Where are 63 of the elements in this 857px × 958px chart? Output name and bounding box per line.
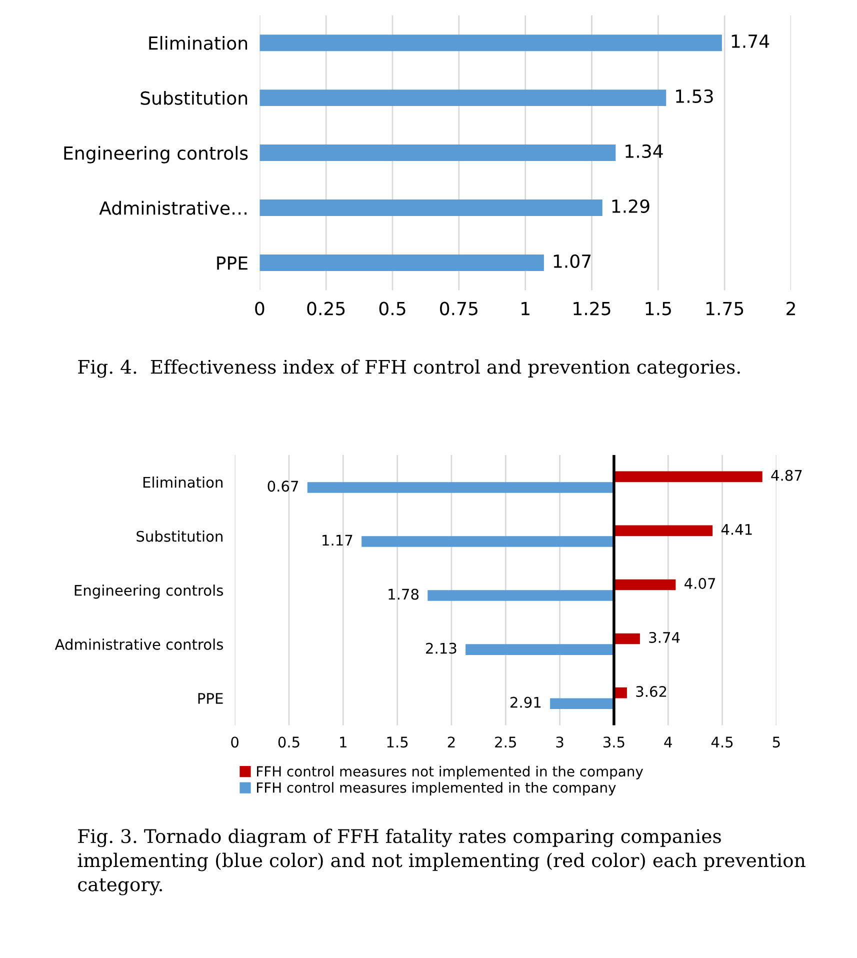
- y-tick-label: PPE: [217, 256, 248, 270]
- x-tick-label: 4: [664, 736, 672, 748]
- x-tick-label: 0.5: [278, 736, 300, 748]
- y-tick-label: Elimination: [149, 36, 248, 50]
- data-label: 0.67: [268, 480, 298, 492]
- data-label: 1.34: [626, 144, 663, 158]
- data-label: 4.41: [721, 524, 752, 535]
- y-tick-label: Administrative controls: [54, 638, 223, 650]
- x-tick-label: 1.25: [574, 302, 610, 316]
- legend-label: FFH control measures not implemented in the company: [257, 766, 644, 780]
- x-tick-label: 2.5: [495, 736, 516, 748]
- data-label: 1.74: [732, 34, 770, 48]
- x-tick-label: 1.5: [387, 736, 408, 748]
- legend-label: FFH control measures implemented in the company: [257, 782, 616, 796]
- data-label: 1.53: [676, 89, 713, 104]
- y-tick-label: PPE: [198, 693, 223, 704]
- data-label: 1.07: [554, 254, 591, 268]
- data-label: 4.87: [771, 470, 802, 481]
- text: Fig. 4. Effectiveness index of FFH control and prevention categories.: [78, 359, 740, 378]
- data-label: 4.07: [684, 578, 716, 589]
- bar: [614, 525, 713, 536]
- x-tick-label: 3.5: [603, 736, 624, 748]
- y-tick-label: Engineering controls: [64, 146, 248, 164]
- x-tick-label: 1: [522, 302, 530, 316]
- bar: [260, 200, 602, 216]
- x-tick-label: 0.25: [307, 302, 345, 316]
- x-tick-label: 1.75: [706, 302, 744, 316]
- bar: [260, 90, 666, 106]
- data-label: 3.62: [636, 686, 666, 698]
- x-tick-label: 0: [231, 736, 238, 748]
- y-tick-label: Substitution: [136, 530, 222, 542]
- x-tick-label: 3: [556, 736, 564, 748]
- x-tick-label: 0.75: [440, 302, 478, 316]
- y-tick-label: Elimination: [143, 476, 222, 488]
- bar: [307, 482, 614, 493]
- data-label: 3.74: [649, 632, 680, 643]
- bar: [260, 34, 722, 52]
- bar: [614, 633, 640, 644]
- bar: [260, 254, 544, 272]
- bar: [362, 536, 614, 547]
- bar: [614, 579, 676, 590]
- data-label: 1.17: [322, 534, 352, 546]
- bar: [550, 698, 614, 709]
- x-tick-label: 0.5: [379, 302, 406, 316]
- text: Fig. 3. Tornado diagram of FFH fatality rates comparing companies implementing (blue color) and not implementing (red color) each prevention category.: [78, 828, 806, 896]
- data-label: 1.29: [612, 199, 650, 214]
- data-label: 2.91: [510, 696, 541, 708]
- data-label: 1.78: [388, 588, 419, 600]
- x-tick-label: 2: [786, 302, 795, 316]
- bar: [466, 644, 614, 655]
- x-tick-label: 5: [772, 736, 780, 748]
- x-tick-label: 1.5: [646, 302, 671, 316]
- x-tick-label: 4.5: [711, 736, 733, 748]
- data-label: 2.13: [426, 642, 456, 654]
- bar: [260, 144, 616, 162]
- x-tick-label: 1: [340, 736, 346, 748]
- y-tick-label: Administrative…: [99, 200, 246, 215]
- y-tick-label: Substitution: [140, 90, 248, 105]
- y-tick-label: Engineering controls: [74, 584, 223, 599]
- x-tick-label: 2: [448, 736, 455, 748]
- bar: [614, 471, 762, 482]
- x-tick-label: 0: [255, 302, 264, 316]
- bar: [428, 590, 614, 601]
